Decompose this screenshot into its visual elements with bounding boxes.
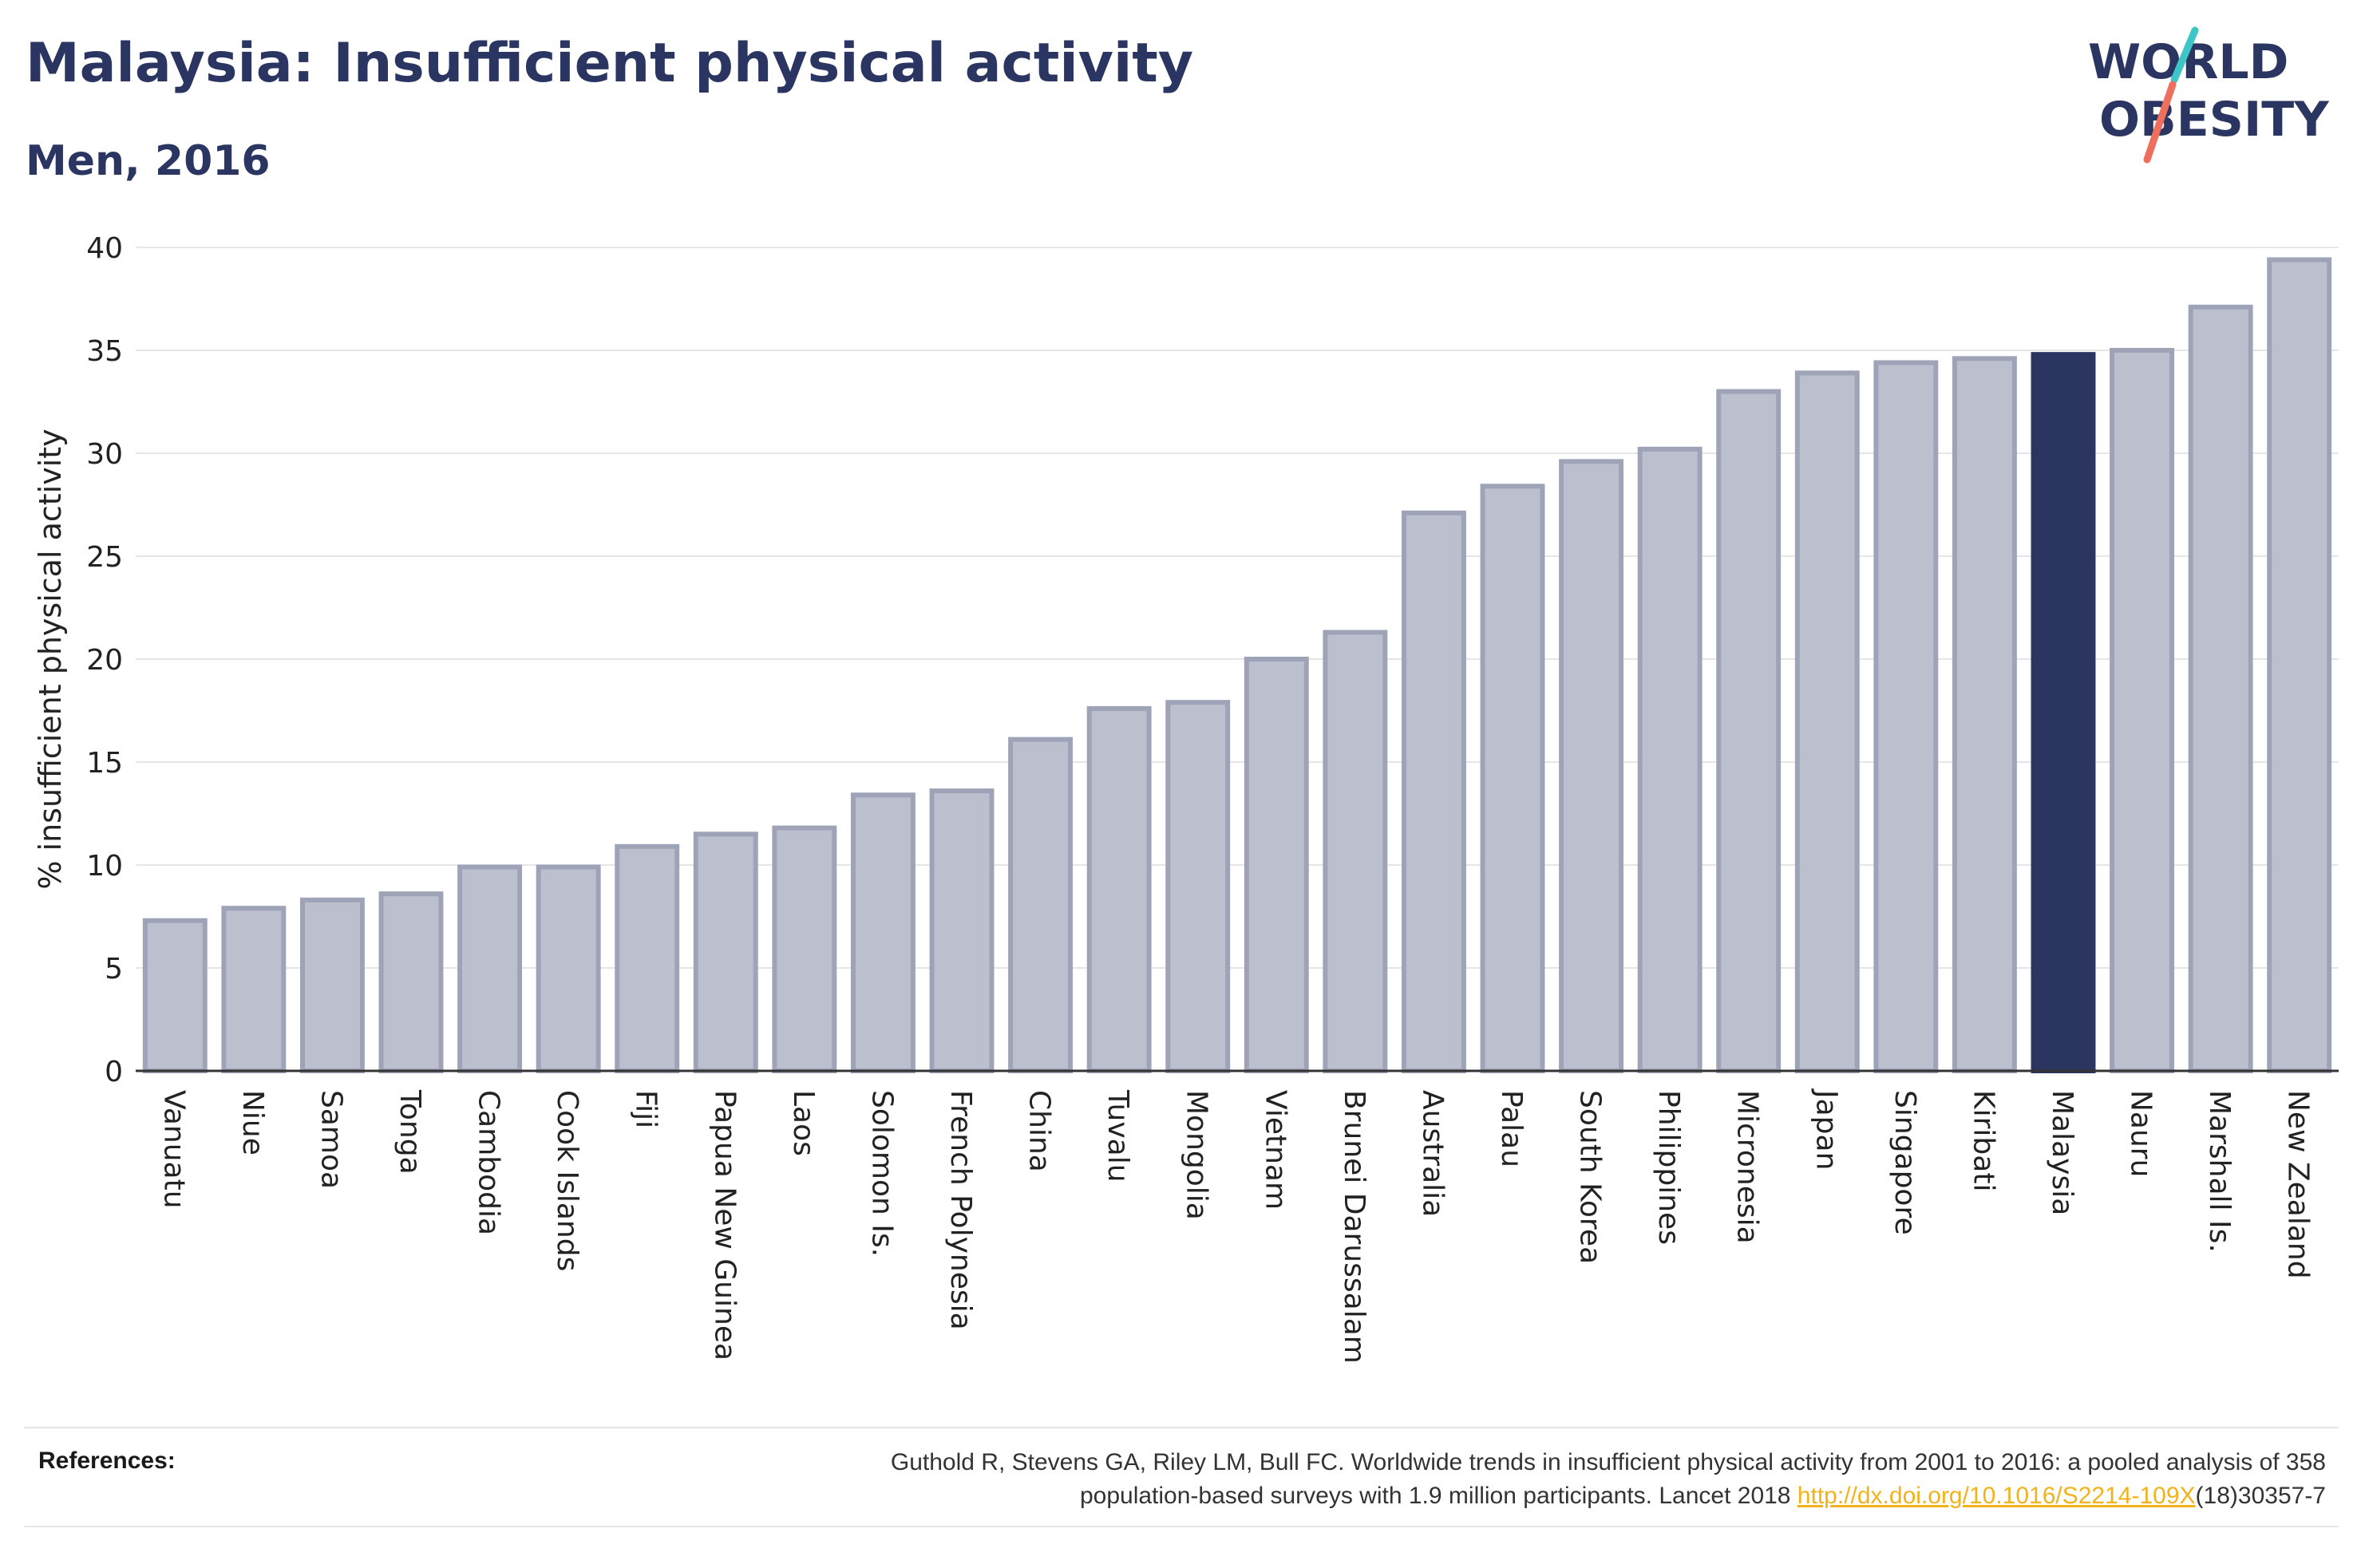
x-tick-label: Niue (236, 1090, 269, 1155)
bar (1008, 737, 1074, 1073)
y-tick-label: 0 (105, 1056, 123, 1088)
bar (1165, 700, 1231, 1073)
bar (1323, 630, 1388, 1073)
bar (2110, 348, 2175, 1073)
bar (1637, 446, 1703, 1073)
bar (1716, 389, 1782, 1074)
bar (1952, 356, 2017, 1073)
bar (457, 864, 523, 1073)
x-tick-label: Philippines (1652, 1090, 1685, 1245)
bar (536, 864, 601, 1073)
x-tick-label: Vanuatu (157, 1090, 190, 1209)
x-tick-label: Australia (1416, 1090, 1449, 1217)
x-tick-label: French Polynesia (944, 1090, 977, 1330)
bars (142, 257, 2332, 1074)
x-tick-label: Marshall Is. (2203, 1090, 2236, 1253)
y-tick-label: 15 (86, 747, 123, 780)
x-tick-label: Kiribati (1967, 1090, 1999, 1191)
y-tick-label: 5 (105, 953, 123, 985)
bar (772, 825, 837, 1074)
bar (2267, 257, 2332, 1074)
logo-slash-teal (2170, 26, 2199, 84)
bar-highlight (2031, 352, 2096, 1074)
tick-labels: 0 5 10 15 20 25 30 35 40 Vanuatu Niue Samoa Tonga Cam… (86, 232, 2315, 1364)
x-tick-label: Japan (1809, 1088, 1842, 1170)
bar (2188, 304, 2253, 1073)
x-tick-label: South Korea (1574, 1090, 1607, 1264)
chart-subtitle: Men, 2016 (26, 137, 271, 185)
y-tick-label: 35 (86, 335, 123, 368)
bar (299, 897, 365, 1073)
reference-line-2-prefix: population-based surveys with 1.9 millio… (1079, 1483, 1797, 1509)
y-tick-label: 40 (86, 232, 123, 265)
x-tick-label: China (1023, 1090, 1056, 1172)
y-axis-label: % insufficient physical activity (33, 429, 68, 889)
x-tick-label: Singapore (1888, 1090, 1921, 1235)
chart-title: Malaysia: Insufficient physical activity (26, 32, 1194, 95)
x-tick-label: New Zealand (2282, 1090, 2315, 1279)
x-tick-label: Vietnam (1259, 1090, 1291, 1210)
references-divider-bottom (24, 1526, 2339, 1527)
x-tick-label: Papua New Guinea (708, 1090, 741, 1361)
bar (1873, 360, 1939, 1074)
bar (929, 788, 995, 1073)
x-tick-label: Solomon Is. (865, 1090, 898, 1257)
bar (1559, 459, 1624, 1073)
x-tick-label: Laos (787, 1090, 820, 1156)
y-tick-label: 30 (86, 438, 123, 471)
x-tick-label: Cook Islands (551, 1090, 583, 1271)
logo-text-obesity: OBESITY (2099, 92, 2330, 148)
reference-doi-link[interactable]: http://dx.doi.org/10.1016/S2214-109X (1797, 1483, 2196, 1509)
x-tick-label: Mongolia (1180, 1090, 1213, 1220)
x-tick-label: Fiji (630, 1090, 662, 1128)
references-label: References: (38, 1448, 176, 1474)
references-divider-top (24, 1427, 2339, 1428)
bar (1401, 510, 1466, 1073)
bar (850, 792, 916, 1074)
y-tick-label: 10 (86, 850, 123, 883)
logo-slash-coral (2143, 81, 2177, 164)
x-tick-label: Samoa (314, 1090, 347, 1189)
bar (1794, 370, 1860, 1073)
reference-line-1: Guthold R, Stevens GA, Riley LM, Bull FC… (890, 1449, 2326, 1475)
x-tick-label: Cambodia (473, 1090, 505, 1235)
x-tick-label: Brunei Darussalam (1338, 1090, 1370, 1364)
x-tick-label: Tuvalu (1101, 1089, 1134, 1183)
reference-line-2-suffix: (18)30357-7 (2195, 1483, 2326, 1509)
bar (1244, 657, 1309, 1073)
world-obesity-logo: WORLD OBESITY (2088, 26, 2330, 164)
bar (142, 918, 208, 1074)
bar (378, 891, 444, 1073)
bar (693, 831, 758, 1074)
bar (1086, 705, 1152, 1073)
bar (1480, 484, 1545, 1073)
x-tick-label: Tonga (394, 1089, 426, 1175)
y-tick-label: 20 (86, 644, 123, 677)
references-text: Guthold R, Stevens GA, Riley LM, Bull FC… (490, 1446, 2326, 1513)
x-tick-label: Malaysia (2046, 1090, 2078, 1215)
x-tick-label: Micronesia (1731, 1090, 1764, 1244)
x-tick-label: Nauru (2125, 1090, 2157, 1177)
bar (615, 843, 680, 1074)
bar-chart: 0 5 10 15 20 25 30 35 40 Vanuatu Niue Samoa Tonga Cam… (33, 232, 2339, 1364)
y-tick-label: 25 (86, 541, 123, 574)
bar (221, 906, 287, 1074)
x-tick-label: Palau (1495, 1090, 1528, 1167)
